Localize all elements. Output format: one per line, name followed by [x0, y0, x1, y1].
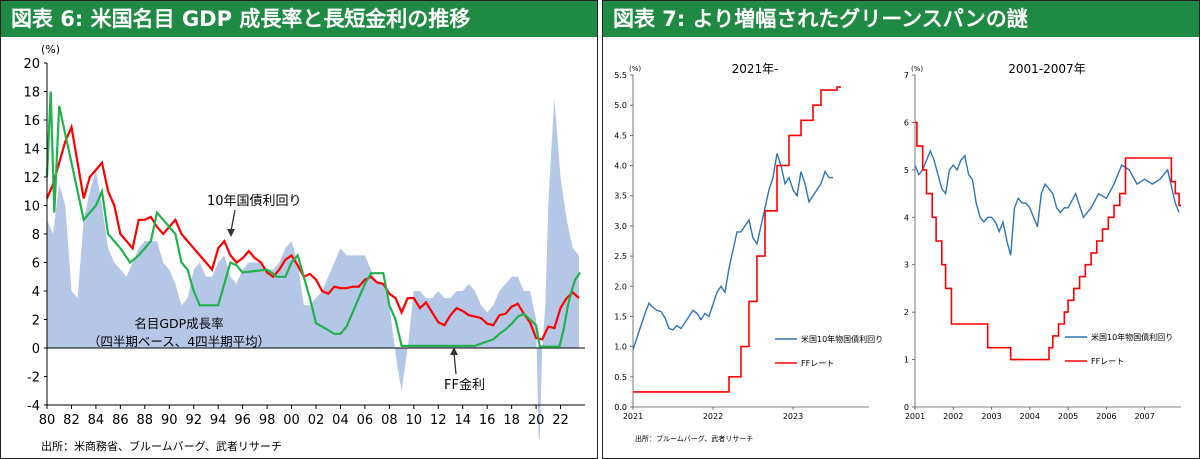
figure-7-title: 図表 7: より増幅されたグリーンスパンの謎 — [603, 1, 1199, 37]
x-tick-label: 82 — [63, 413, 80, 428]
bond-yield-annotation: 10年国債利回り — [207, 194, 302, 209]
y-tick-label: 18 — [23, 86, 40, 101]
chart-title: 2021年- — [732, 62, 779, 76]
x-tick-label: 86 — [112, 413, 129, 428]
y-tick-label: 1.5 — [614, 312, 627, 321]
y-tick-label: 4 — [904, 213, 909, 222]
x-tick-label: 10 — [406, 413, 423, 428]
treasury-10y-line — [632, 153, 833, 350]
x-tick-label: 2021 — [623, 412, 643, 421]
y-tick-label: 2 — [904, 308, 909, 317]
x-tick-label: 00 — [283, 413, 300, 428]
x-tick-label: 2002 — [943, 412, 963, 421]
x-tick-label: 2006 — [1096, 412, 1116, 421]
x-tick-label: 16 — [479, 413, 496, 428]
x-tick-label: 12 — [430, 413, 447, 428]
x-tick-label: 2001 — [905, 412, 925, 421]
y-tick-label: 1 — [904, 356, 909, 365]
x-tick-label: 98 — [259, 413, 276, 428]
x-tick-label: 2004 — [1020, 412, 1040, 421]
y-tick-label: 0 — [904, 403, 909, 412]
y-axis-unit: (%) — [629, 65, 641, 73]
y-axis-unit: (%) — [911, 65, 923, 73]
y-tick-label: 2.5 — [614, 252, 627, 261]
chart-2021-onwards: 2021年- (%)5.5 5.0 4.5 4.0 3.5 3.0 2.5 2.0 1.5 1.0 0… — [614, 62, 883, 421]
y-tick-label: 6 — [32, 257, 40, 272]
legend-label-treasury: 米国10年物国債利回り — [801, 334, 883, 344]
ff-rate-line — [915, 121, 1181, 361]
y-tick-label: 20 — [23, 57, 40, 72]
figure-6-source: 出所：米商務省、ブルームバーグ、武者リサーチ — [41, 440, 282, 453]
x-tick-label: 90 — [161, 413, 178, 428]
y-tick-label: 0.5 — [614, 373, 627, 382]
x-tick-label: 80 — [39, 413, 56, 428]
bond-annotation-arrow — [230, 209, 236, 232]
x-tick-label: 2003 — [981, 412, 1001, 421]
ff-rate-line — [45, 91, 582, 348]
y-tick-label: 5 — [904, 166, 909, 175]
chart-title: 2001-2007年 — [1008, 62, 1085, 76]
ff-rate-line — [633, 86, 841, 393]
ff-annotation-arrow — [453, 352, 457, 375]
y-axis-unit: (%) — [41, 43, 60, 56]
y-tick-label: -4 — [27, 399, 40, 414]
y-tick-label: 5.0 — [614, 101, 627, 110]
y-tick-label: 10 — [23, 200, 40, 215]
legend-label-ff: FFレート — [801, 359, 834, 368]
x-tick-label: 2005 — [1058, 412, 1078, 421]
y-tick-label: 6 — [904, 118, 909, 127]
y-tick-label: -2 — [27, 371, 40, 386]
x-tick-label: 02 — [308, 413, 325, 428]
y-tick-label: 2 — [32, 314, 40, 329]
x-tick-label: 08 — [381, 413, 398, 428]
x-tick-label: 92 — [185, 413, 202, 428]
y-tick-label: 12 — [23, 171, 40, 186]
figure-6-panel: 図表 6: 米国名目 GDP 成長率と長短金利の推移 20 18 16 14 12 10 8… — [0, 0, 598, 459]
y-tick-label: 0.0 — [614, 403, 627, 412]
x-tick-label: 96 — [234, 413, 251, 428]
y-tick-label: 4.0 — [614, 162, 627, 171]
y-tick-label: 3.0 — [614, 222, 627, 231]
gdp-growth-area — [47, 98, 579, 439]
y-tick-label: 7 — [904, 71, 909, 80]
x-tick-label: 20 — [528, 413, 545, 428]
x-tick-label: 84 — [88, 413, 105, 428]
figure-6-title: 図表 6: 米国名目 GDP 成長率と長短金利の推移 — [1, 1, 597, 37]
ff-annotation-arrowhead — [450, 347, 458, 355]
y-tick-label: 14 — [23, 143, 40, 158]
legend-label-treasury: 米国10年物国債利回り — [1091, 332, 1173, 342]
bond-yield-line — [45, 123, 580, 341]
x-tick-label: 18 — [503, 413, 520, 428]
y-tick-label: 0 — [32, 342, 40, 357]
bond-annotation-arrowhead — [227, 229, 235, 237]
y-tick-label: 16 — [23, 114, 40, 129]
legend-label-ff: FFレート — [1091, 357, 1124, 366]
treasury-10y-line — [914, 149, 1180, 256]
x-tick-label: 14 — [454, 413, 471, 428]
figure-7-source: 出所：ブルームバーグ、武者リサーチ — [635, 435, 754, 443]
x-tick-label: 2007 — [1134, 412, 1154, 421]
x-tick-label: 06 — [357, 413, 374, 428]
x-tick-label: 2022 — [703, 412, 723, 421]
gdp-annotation-line2: （四半期ベース、4四半期平均） — [88, 334, 270, 349]
gdp-annotation-line1: 名目GDP成長率 — [134, 316, 223, 331]
y-tick-label: 5.5 — [614, 71, 627, 80]
y-tick-label: 4.5 — [614, 131, 627, 140]
ff-rate-annotation: FF金利 — [444, 377, 485, 393]
x-tick-label: 04 — [332, 413, 349, 428]
x-tick-label: 94 — [210, 413, 227, 428]
y-tick-label: 4 — [32, 285, 40, 300]
y-tick-label: 2.0 — [614, 282, 627, 291]
y-tick-label: 3 — [904, 261, 909, 270]
y-tick-label: 3.5 — [614, 192, 627, 201]
y-tick-label: 1.0 — [614, 343, 627, 352]
figure-7-panel: 図表 7: より増幅されたグリーンスパンの謎 2021年- (%) 5.5 5.0 4.… — [602, 0, 1200, 459]
x-tick-label: 22 — [552, 413, 569, 428]
x-tick-label: 2023 — [783, 412, 803, 421]
y-tick-label: 8 — [32, 228, 40, 243]
x-tick-label: 88 — [137, 413, 154, 428]
